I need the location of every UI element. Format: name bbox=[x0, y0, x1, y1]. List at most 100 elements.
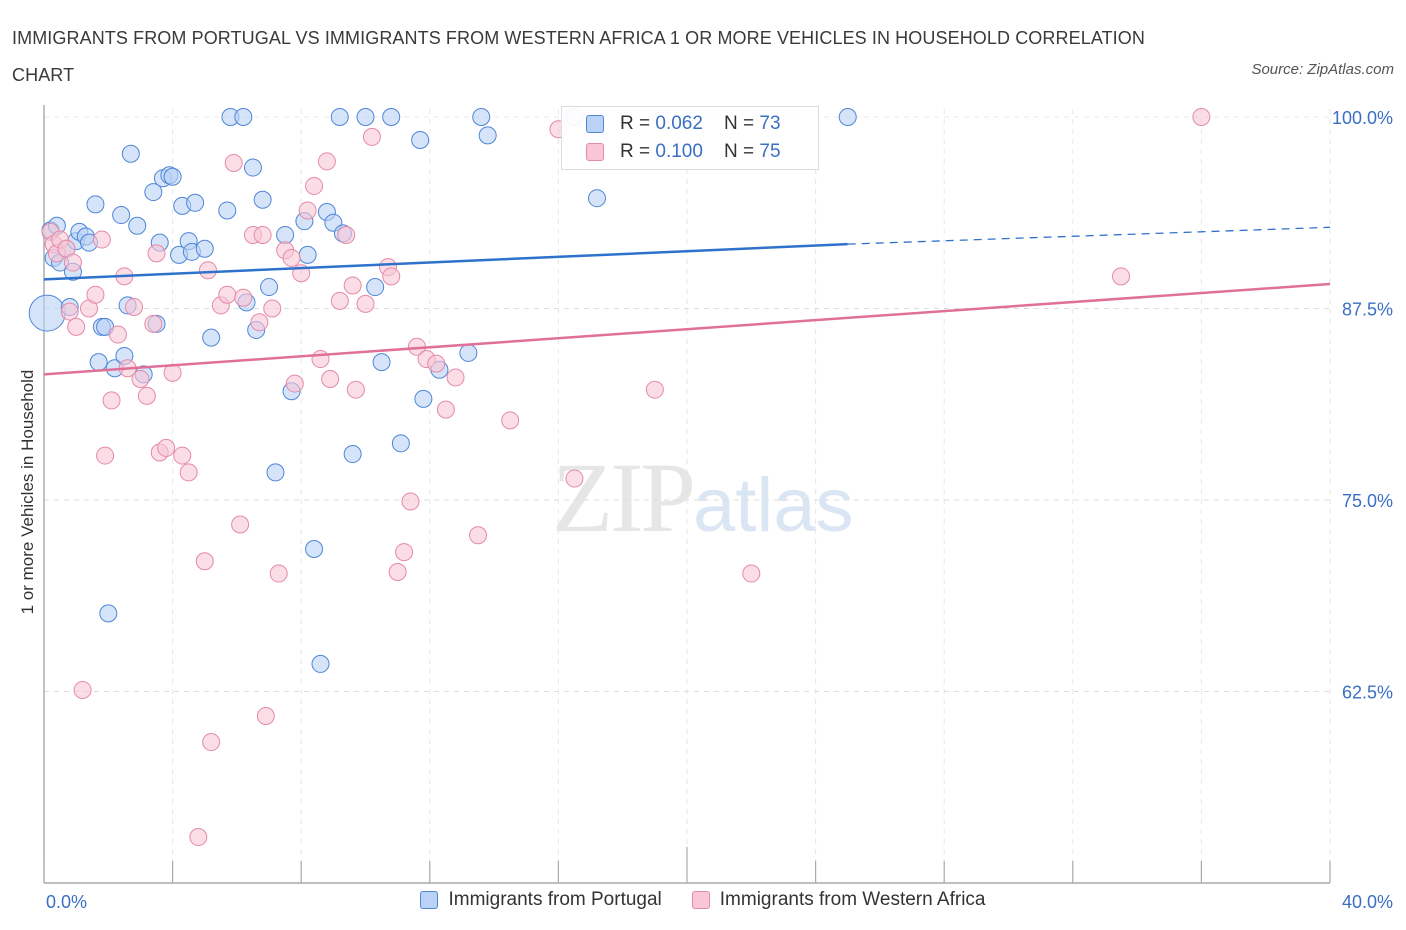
r-value: 0.100 bbox=[655, 141, 703, 162]
r-label: R = bbox=[620, 141, 656, 162]
y-tick-label: 100.0% bbox=[1332, 108, 1393, 128]
data-point-western-africa bbox=[388, 563, 407, 582]
data-point-western-africa bbox=[73, 680, 92, 699]
y-tick-label: 75.0% bbox=[1342, 491, 1393, 511]
data-point-western-africa bbox=[356, 294, 375, 313]
data-point-western-africa bbox=[253, 225, 272, 244]
legend-swatch-portugal bbox=[420, 891, 439, 909]
legend-label-western-africa: Immigrants from Western Africa bbox=[719, 889, 986, 910]
x-tick-label: 0.0% bbox=[46, 892, 87, 912]
data-point-western-africa bbox=[1192, 108, 1211, 126]
data-point-western-africa bbox=[436, 400, 455, 419]
data-point-portugal bbox=[411, 130, 430, 149]
trend-line-western-africa bbox=[43, 282, 1331, 376]
data-point-portugal bbox=[86, 195, 105, 214]
data-point-western-africa bbox=[321, 369, 340, 388]
data-point-western-africa bbox=[137, 386, 156, 405]
data-point-portugal bbox=[276, 225, 295, 244]
data-point-portugal bbox=[343, 445, 362, 464]
bottom-legend: Immigrants from Portugal Immigrants from… bbox=[0, 889, 1406, 911]
grid bbox=[44, 109, 1331, 883]
data-point-portugal bbox=[28, 294, 66, 332]
data-point-portugal bbox=[202, 328, 221, 347]
data-point-western-africa bbox=[317, 152, 336, 171]
data-point-portugal bbox=[121, 144, 140, 163]
data-point-western-africa bbox=[125, 297, 144, 316]
data-point-portugal bbox=[372, 353, 391, 372]
data-point-western-africa bbox=[305, 176, 324, 195]
data-point-portugal bbox=[266, 463, 285, 482]
n-value: 73 bbox=[759, 113, 781, 134]
legend-label-portugal: Immigrants from Portugal bbox=[448, 889, 662, 910]
data-point-portugal bbox=[163, 167, 182, 186]
data-point-portugal bbox=[382, 108, 401, 126]
tick-labels: 62.5% 75.0% 87.5% 100.0% 0.0% 40.0% bbox=[46, 108, 1393, 912]
n-label: N = bbox=[724, 141, 760, 162]
data-point-western-africa bbox=[231, 515, 250, 534]
n-value: 75 bbox=[759, 141, 781, 162]
data-point-western-africa bbox=[285, 374, 304, 393]
legend-item-portugal[interactable]: Immigrants from Portugal bbox=[420, 889, 662, 911]
data-point-portugal bbox=[478, 126, 497, 145]
data-point-western-africa bbox=[469, 526, 488, 545]
data-point-western-africa bbox=[218, 285, 237, 304]
data-point-western-africa bbox=[742, 564, 761, 583]
data-point-portugal bbox=[195, 239, 214, 258]
n-label: N = bbox=[724, 113, 760, 134]
data-point-western-africa bbox=[311, 350, 330, 369]
legend-swatch-western-africa bbox=[691, 891, 710, 909]
data-point-portugal bbox=[838, 108, 857, 126]
data-point-portugal bbox=[89, 353, 108, 372]
legend-item-western-africa[interactable]: Immigrants from Western Africa bbox=[691, 889, 986, 911]
chart-title: IMMIGRANTS FROM PORTUGAL VS IMMIGRANTS F… bbox=[12, 28, 1145, 85]
data-point-western-africa bbox=[269, 564, 288, 583]
data-point-western-africa bbox=[224, 153, 243, 172]
trend-line-portugal bbox=[43, 242, 848, 281]
data-point-western-africa bbox=[157, 438, 176, 457]
stats-legend: R = 0.062 N = 73 R = 0.100 N = 75 bbox=[561, 106, 819, 170]
data-point-western-africa bbox=[202, 733, 221, 752]
stats-text-western-africa: R = 0.100 N = 75 bbox=[620, 141, 781, 163]
data-point-western-africa bbox=[382, 267, 401, 286]
data-point-portugal bbox=[587, 189, 606, 208]
data-point-western-africa bbox=[337, 225, 356, 244]
data-point-portugal bbox=[99, 604, 118, 623]
data-point-portugal bbox=[305, 540, 324, 559]
data-point-western-africa bbox=[427, 354, 446, 373]
data-point-western-africa bbox=[298, 201, 317, 220]
data-point-western-africa bbox=[256, 707, 275, 726]
data-point-western-africa bbox=[263, 299, 282, 318]
data-point-western-africa bbox=[147, 244, 166, 263]
stats-swatch-western-africa bbox=[586, 143, 604, 161]
data-point-portugal bbox=[311, 654, 330, 673]
data-point-portugal bbox=[112, 206, 131, 225]
data-point-western-africa bbox=[330, 291, 349, 310]
data-point-western-africa bbox=[343, 276, 362, 295]
data-point-western-africa bbox=[144, 314, 163, 333]
data-point-western-africa bbox=[395, 543, 414, 562]
data-point-western-africa bbox=[282, 248, 301, 267]
data-point-western-africa bbox=[565, 469, 584, 488]
data-point-portugal bbox=[298, 245, 317, 264]
data-point-portugal bbox=[234, 108, 253, 126]
data-point-western-africa bbox=[92, 230, 111, 249]
data-point-western-africa bbox=[645, 380, 664, 399]
data-point-western-africa bbox=[346, 380, 365, 399]
data-point-western-africa bbox=[250, 313, 269, 332]
data-point-portugal bbox=[253, 190, 272, 209]
data-point-western-africa bbox=[401, 492, 420, 511]
data-point-portugal bbox=[391, 434, 410, 453]
data-point-portugal bbox=[414, 389, 433, 408]
data-point-western-africa bbox=[67, 317, 86, 336]
data-point-western-africa bbox=[63, 253, 82, 272]
r-value: 0.062 bbox=[655, 113, 703, 134]
watermark-zip: ZIP bbox=[552, 442, 696, 553]
data-point-western-africa bbox=[501, 411, 520, 430]
data-point-portugal bbox=[366, 278, 385, 297]
data-point-portugal bbox=[218, 201, 237, 220]
stats-text-portugal: R = 0.062 N = 73 bbox=[620, 113, 781, 135]
data-point-portugal bbox=[356, 108, 375, 126]
data-point-western-africa bbox=[96, 446, 115, 465]
data-point-western-africa bbox=[60, 302, 79, 321]
data-point-western-africa bbox=[179, 463, 198, 482]
